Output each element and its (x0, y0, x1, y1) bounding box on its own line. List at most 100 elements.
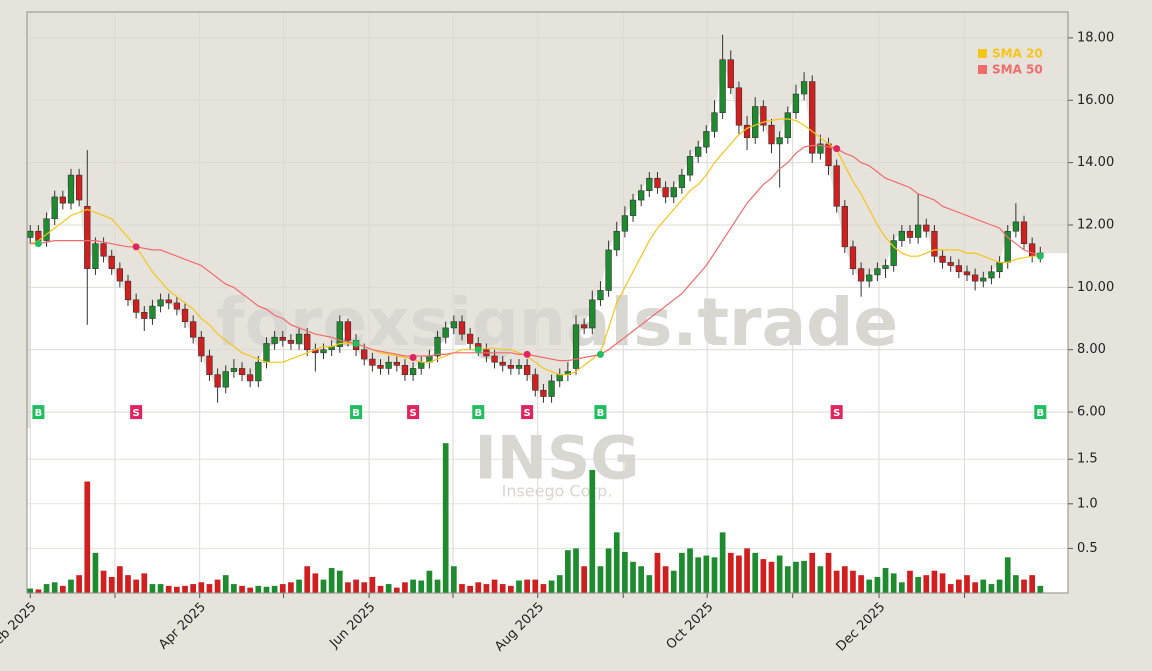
volume-bar (858, 575, 864, 593)
candle-body (947, 262, 954, 266)
signal-dot (474, 346, 482, 354)
candle-body (320, 349, 327, 354)
volume-bar (597, 566, 604, 593)
signal-badge (130, 405, 143, 420)
candle-body (450, 321, 457, 329)
volume-bar (27, 588, 34, 593)
volume-bar (548, 580, 555, 593)
volume-bar (736, 555, 742, 593)
candle-body (409, 368, 417, 375)
volume-bar (84, 481, 91, 593)
volume-bar (51, 582, 58, 593)
sma-line (30, 144, 1041, 362)
candle-body (719, 59, 726, 114)
signal-label: S (409, 408, 416, 419)
candle-body (841, 205, 848, 248)
plot-border (26, 11, 1069, 594)
volume-bar (157, 584, 164, 593)
volume-bar (1029, 575, 1036, 593)
candle-body (996, 262, 1003, 273)
volume-bar (467, 585, 473, 593)
volume-bar (980, 579, 987, 593)
candle-body (165, 299, 172, 304)
legend-swatch (978, 49, 987, 58)
candle-body (247, 374, 254, 382)
volume-bar (255, 585, 262, 593)
candle-body (108, 255, 115, 269)
volume-bar (947, 584, 954, 593)
volume-bar (491, 579, 498, 593)
candle-body (540, 389, 547, 397)
volume-bar (475, 582, 482, 593)
candle-body (515, 365, 523, 369)
candle-body (418, 361, 425, 369)
volume-bar (149, 584, 156, 593)
legend-label: SMA 50 (992, 63, 1043, 77)
volume-tick-label: 1.5 (1077, 452, 1098, 467)
candle-body (67, 174, 75, 204)
y-tick-label: 14.00 (1077, 155, 1114, 170)
volume-bar (825, 552, 832, 593)
candle-body (589, 299, 596, 329)
volume-bar (304, 566, 311, 593)
signal-dot (596, 350, 604, 358)
candle-body (344, 321, 352, 341)
candle-body (638, 190, 645, 201)
volume-bar (801, 560, 807, 593)
volume-bar (760, 559, 767, 593)
signal-label: B (597, 408, 605, 419)
volume-bar (1013, 575, 1019, 593)
volume-bar (385, 584, 392, 593)
candle-body (190, 321, 197, 338)
signal-badge (1034, 405, 1047, 420)
signal-dot (409, 354, 417, 362)
volume-bar (133, 579, 140, 593)
candle-body (581, 324, 588, 329)
volume-bar (581, 566, 588, 593)
candle-body (752, 106, 759, 138)
signal-dot (352, 339, 360, 347)
y-tick-label: 12.00 (1077, 217, 1114, 232)
candle-body (499, 361, 506, 366)
volume-bar (589, 469, 596, 593)
candle-body (988, 271, 995, 279)
volume-bar (59, 585, 66, 593)
volume-bar (907, 570, 913, 593)
candle-body (279, 336, 286, 341)
volume-bar (662, 566, 669, 593)
candle-body (100, 243, 107, 257)
candle-body (377, 365, 384, 369)
signal-label: S (833, 408, 840, 419)
candle-body (43, 218, 50, 241)
candle-body (124, 280, 132, 301)
candle-body (654, 177, 661, 188)
legend-swatch (978, 65, 987, 74)
signal-label: B (474, 408, 482, 419)
volume-bar (939, 573, 946, 593)
candle-body (955, 265, 963, 273)
y-tick-label: 6.00 (1077, 405, 1106, 420)
volume-bar (108, 576, 115, 593)
signal-badge (407, 405, 420, 420)
candle-body (181, 308, 189, 322)
candle-body (629, 199, 637, 216)
volume-bar (68, 579, 74, 593)
candle-body (141, 312, 148, 319)
candle-body (230, 368, 238, 372)
volume-bar (499, 584, 506, 593)
volume-bar (35, 589, 42, 593)
candle-body (222, 371, 229, 388)
candle-body (458, 321, 466, 335)
candle-body (890, 240, 897, 266)
signal-dot (132, 243, 140, 251)
volume-tick-label: 0.5 (1077, 541, 1098, 556)
candle-body (792, 93, 800, 114)
candle-body (646, 177, 653, 191)
signal-label: S (524, 408, 531, 419)
volume-bar (328, 568, 335, 593)
candle-body (931, 230, 938, 257)
volume-bar (630, 561, 636, 593)
volume-bar (410, 579, 416, 593)
candle-body (727, 59, 734, 89)
